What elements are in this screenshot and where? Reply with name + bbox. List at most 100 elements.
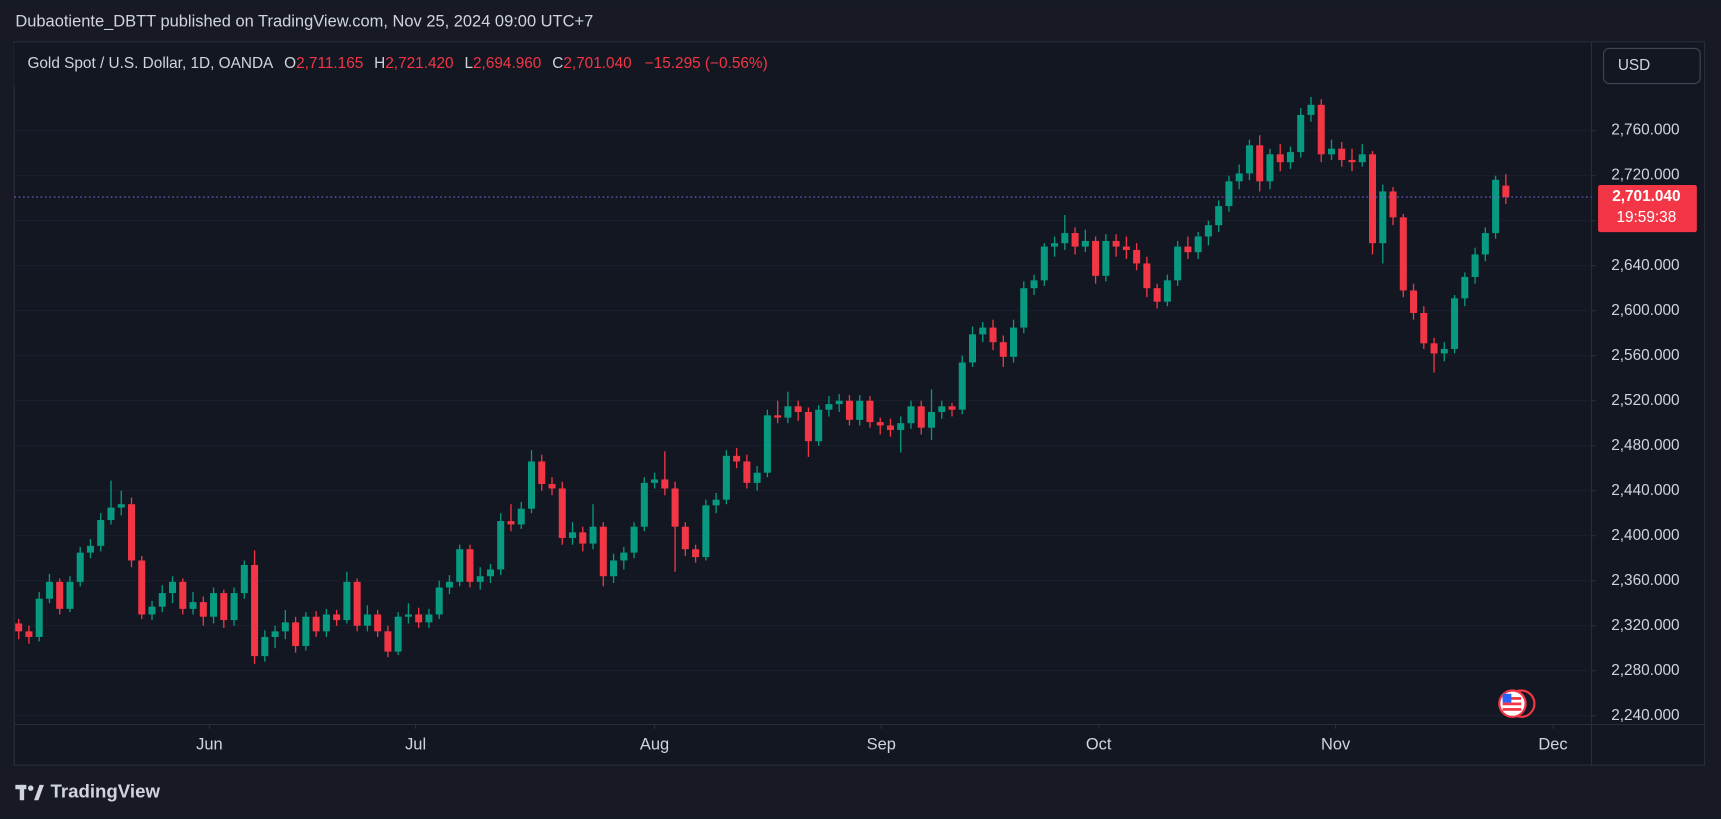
countdown-label: 19:59:38 [1616, 209, 1676, 226]
candle [579, 526, 587, 552]
candle [1461, 272, 1469, 307]
candle-body [1471, 254, 1479, 277]
candle [445, 575, 453, 595]
candle-body [1030, 280, 1038, 289]
candle-body [579, 532, 587, 544]
candle [435, 580, 443, 619]
candle [630, 522, 638, 559]
candle-body [804, 411, 812, 442]
candle [1133, 243, 1141, 271]
legend-value: 2,721.420 [385, 55, 453, 72]
candle-body [1245, 145, 1253, 174]
candle-body [835, 400, 843, 405]
candle [835, 393, 843, 412]
candle-body [1389, 191, 1397, 218]
candle-body [1358, 154, 1366, 163]
candle-body [774, 415, 782, 418]
candle [1369, 150, 1377, 255]
candle-body [1430, 343, 1438, 354]
candle [179, 578, 187, 615]
candle-body [1102, 240, 1110, 276]
candle [169, 576, 177, 604]
currency-button[interactable] [1603, 47, 1701, 85]
candle [733, 447, 741, 469]
candle [497, 513, 505, 576]
candle [1245, 139, 1253, 181]
candle-body [220, 593, 228, 621]
candle [1502, 174, 1510, 204]
candle-body [722, 455, 730, 500]
candle [969, 326, 977, 367]
candle-body [517, 508, 525, 525]
candle-body [599, 526, 607, 577]
candle [856, 395, 864, 426]
candle [507, 504, 515, 532]
candle [322, 608, 330, 637]
candle-body [117, 504, 125, 508]
candle-body [876, 422, 884, 426]
y-tick-label: 2,760.000 [1611, 122, 1679, 139]
candle [948, 402, 956, 417]
candle [866, 396, 874, 428]
candle-body [589, 526, 597, 544]
candle [569, 522, 577, 545]
x-tick-label: Nov [1321, 736, 1351, 754]
candle [476, 567, 484, 590]
candle [415, 607, 423, 628]
candle-body [1235, 173, 1243, 182]
candle [1225, 175, 1233, 212]
candle [1420, 306, 1428, 349]
candle-body [199, 602, 207, 617]
candle [1112, 234, 1120, 257]
currency-label[interactable]: USD [1618, 57, 1650, 74]
candle [753, 465, 761, 491]
candle [76, 546, 84, 587]
candle-body [1317, 104, 1325, 155]
candle-body [189, 602, 197, 609]
candle-body [815, 409, 823, 442]
candle-body [651, 479, 659, 483]
candle [917, 400, 925, 435]
candle-body [1051, 243, 1059, 247]
candle [1051, 236, 1059, 257]
candle-body [1307, 104, 1315, 115]
y-tick-label: 2,400.000 [1611, 527, 1679, 544]
brand-name: TradingView [50, 780, 160, 801]
candle [312, 611, 320, 637]
candle-body [1061, 233, 1069, 244]
candle [199, 596, 207, 626]
candle-body [610, 560, 618, 577]
candle [1451, 294, 1459, 354]
candle-body [784, 406, 792, 418]
x-tick-label: Dec [1538, 736, 1567, 754]
candle [1358, 144, 1366, 167]
legend-backdrop [14, 42, 1591, 85]
candle-body [1266, 154, 1274, 182]
candle [1081, 229, 1089, 253]
candle-body [743, 461, 751, 483]
candle [1266, 148, 1274, 190]
candle-body [486, 569, 494, 577]
candle-body [45, 581, 53, 599]
candle-body [66, 581, 74, 609]
candle [374, 609, 382, 637]
candle [486, 563, 494, 583]
candle-body [476, 576, 484, 582]
legend-value: 2,711.165 [296, 55, 363, 72]
candle [1410, 283, 1418, 320]
candle [1040, 243, 1048, 286]
candle [1122, 236, 1130, 259]
candle [589, 504, 597, 550]
candle [1327, 139, 1336, 160]
candle-body [15, 623, 23, 632]
candle [302, 612, 310, 651]
candle-body [702, 505, 710, 558]
candle [1307, 96, 1315, 122]
candle [107, 480, 115, 525]
y-tick-label: 2,240.000 [1611, 707, 1679, 724]
candle-body [127, 504, 136, 561]
candle-body [35, 598, 43, 637]
candle-body [620, 552, 628, 561]
candle-body [210, 593, 218, 617]
candle [1338, 141, 1346, 167]
